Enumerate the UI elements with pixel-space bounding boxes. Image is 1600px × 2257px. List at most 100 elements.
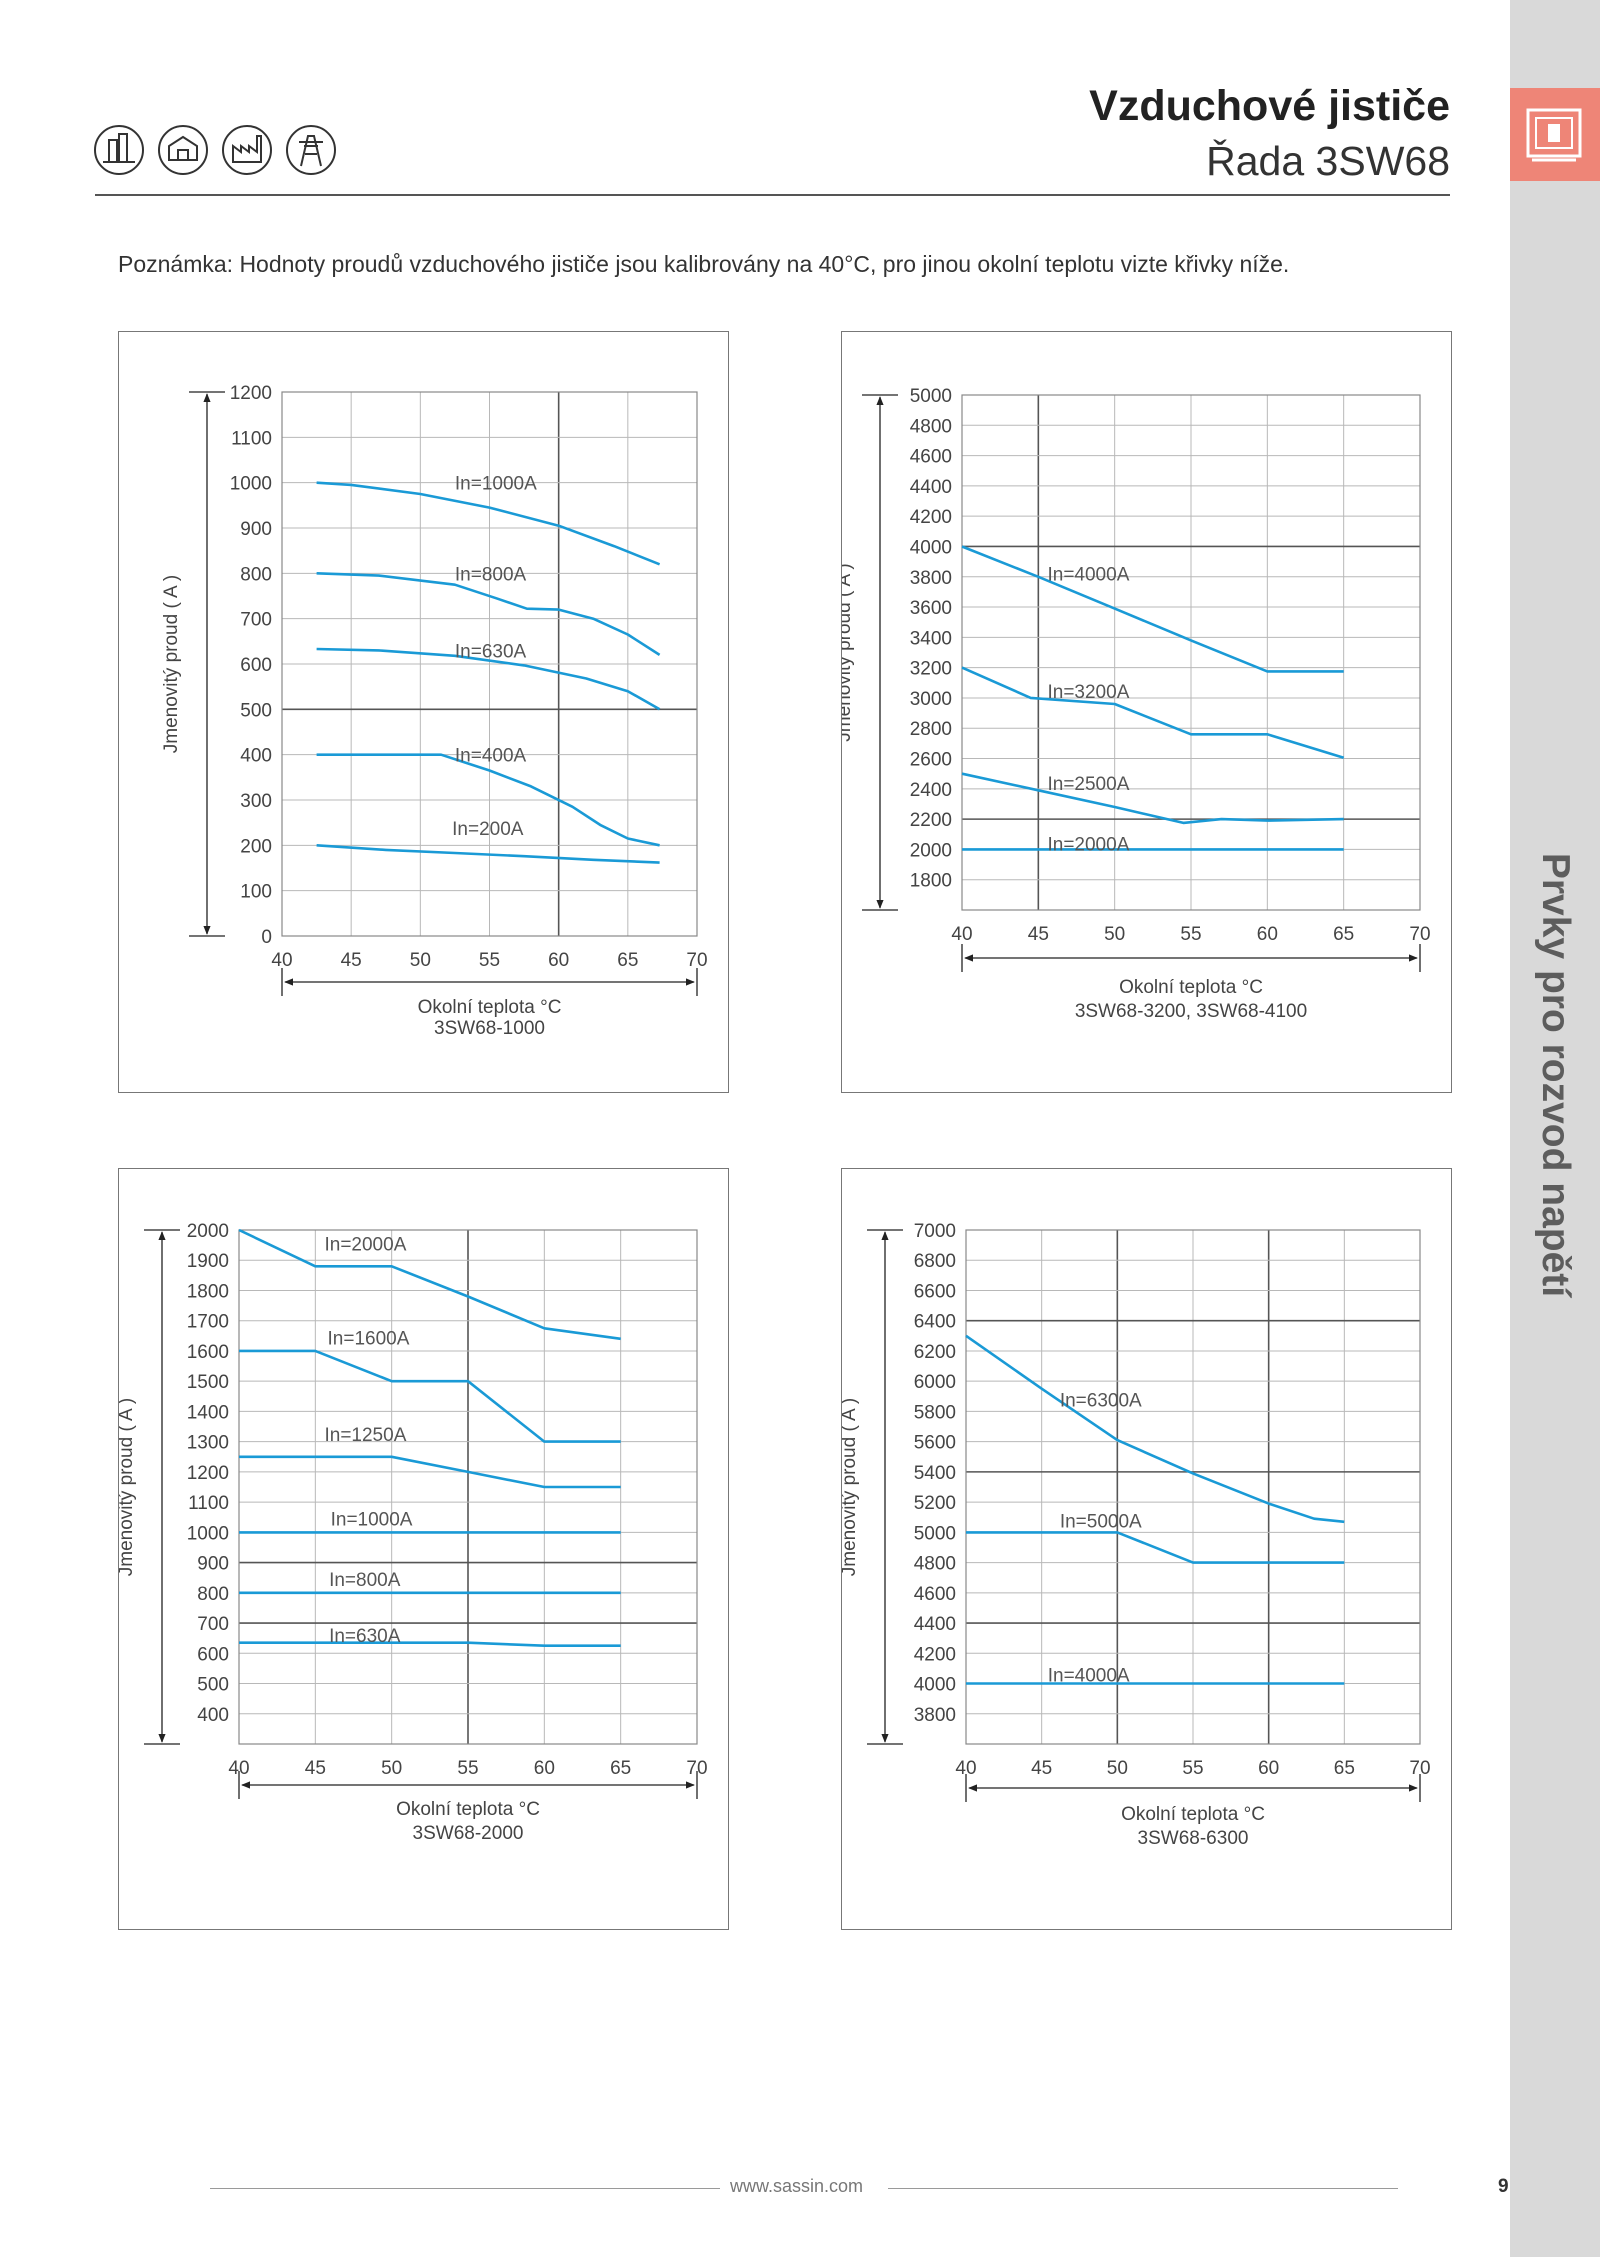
x-tick-label: 45 [305,1758,326,1779]
series-label: In=3200A [1047,682,1129,703]
footer-rule-right [888,2188,1398,2189]
series-label: In=630A [329,1626,401,1647]
calibration-note: Poznámka: Hodnoty proudů vzduchového jis… [118,251,1290,277]
y-tick-label: 4200 [910,507,952,528]
y-tick-label: 6800 [914,1251,956,1272]
y-tick-label: 7000 [914,1221,956,1242]
y-tick-label: 100 [240,882,272,903]
x-tick-label: 65 [1334,1758,1355,1779]
x-tick-label: 40 [951,924,972,945]
chart-caption: 3SW68-1000 [434,1018,545,1039]
y-tick-label: 400 [240,746,272,767]
series-label: In=400A [455,746,527,767]
y-tick-label: 4200 [914,1644,956,1665]
footer-rule-left [210,2188,720,2189]
x-tick-label: 55 [1182,1758,1203,1779]
y-tick-label: 3600 [910,598,952,619]
circuit-breaker-icon [1526,108,1582,162]
y-tick-label: 900 [197,1554,229,1575]
footer-url[interactable]: www.sassin.com [730,2176,864,2196]
y-tick-label: 800 [197,1584,229,1605]
plot-frame [961,394,1421,911]
chart-3sw68-1000: 0 100 200 300 400 500 600 700 800 900 1000 1100 1200… [161,383,708,1039]
y-tick-label: 4000 [910,537,952,558]
x-tick-label: 50 [381,1758,402,1779]
series-label: In=4000A [1048,1665,1130,1686]
series-label: In=2500A [1047,774,1129,795]
x-tick-label: 70 [1409,1758,1430,1779]
series-line [961,666,1345,760]
y-tick-label: 1000 [230,474,272,495]
x-tick-label: 60 [1258,1758,1279,1779]
factory-icon [222,125,272,175]
series-label: In=800A [329,1570,401,1591]
series-line [316,572,661,656]
y-tick-label: 3800 [910,568,952,589]
grid [281,391,698,937]
y-tick-label: 3800 [914,1705,956,1726]
grid [238,1229,698,1745]
plot-frame [965,1229,1421,1745]
series-label: In=5000A [1060,1511,1142,1532]
page-title: Vzduchové jističe [1089,82,1450,130]
y-tick-label: 200 [240,836,272,857]
grid [961,394,1421,911]
plot-frame [238,1229,698,1745]
y-tick-label: 600 [240,655,272,676]
y-tick-label: 800 [240,564,272,585]
y-tick-label: 4000 [914,1675,956,1696]
x-tick-label: 60 [1257,924,1278,945]
y-tick-label: 5800 [914,1402,956,1423]
y-tick-label: 3200 [910,659,952,680]
x-tick-label: 45 [1031,1758,1052,1779]
x-tick-label: 65 [1333,924,1354,945]
y-tick-label: 400 [197,1705,229,1726]
x-tick-label: 50 [1107,1758,1128,1779]
y-tick-label: 5000 [910,386,952,407]
y-tick-label: 1100 [188,1493,229,1514]
series-line [316,647,661,711]
x-tick-label: 55 [479,950,500,971]
grid [965,1229,1421,1745]
x-axis-label: Okolní teplota °C [418,997,562,1018]
plot-frame [281,391,698,937]
y-tick-label: 1100 [231,428,272,449]
series-label: In=1000A [455,474,537,495]
y-tick-label: 6400 [914,1312,956,1333]
y-tick-label: 700 [240,610,272,631]
chart-caption: 3SW68-3200, 3SW68-4100 [1075,1001,1307,1022]
x-tick-label: 70 [686,950,707,971]
house-icon [158,125,208,175]
y-tick-label: 3000 [910,689,952,710]
y-tick-label: 6200 [914,1342,956,1363]
y-tick-label: 4600 [910,447,952,468]
series-label: In=1250A [324,1425,406,1446]
series-label: In=6300A [1060,1390,1142,1411]
series-line [965,1334,1345,1524]
series-line [316,844,660,864]
y-tick-label: 3400 [910,628,952,649]
y-tick-label: 300 [240,791,272,812]
y-axis-label: Jmenovitý proud ( A ) [119,1398,137,1576]
y-tick-label: 1800 [187,1281,229,1302]
y-tick-label: 1000 [187,1523,229,1544]
y-tick-label: 2000 [187,1221,229,1242]
header-divider [95,194,1450,196]
y-tick-label: 5400 [914,1463,956,1484]
x-axis-label: Okolní teplota °C [1121,1804,1265,1825]
y-tick-label: 1600 [187,1342,229,1363]
x-tick-label: 40 [955,1758,976,1779]
series-line [316,753,660,847]
x-tick-label: 70 [686,1758,707,1779]
y-axis-label: Jmenovitý proud ( A ) [161,575,182,753]
x-tick-label: 60 [534,1758,555,1779]
x-tick-label: 65 [610,1758,631,1779]
y-tick-label: 1700 [187,1312,229,1333]
y-tick-label: 1800 [910,871,952,892]
x-tick-label: 60 [548,950,569,971]
application-icons [94,125,336,175]
x-tick-label: 45 [341,950,362,971]
y-tick-label: 900 [240,519,272,540]
y-tick-label: 1300 [187,1433,229,1454]
series-line [316,481,661,566]
